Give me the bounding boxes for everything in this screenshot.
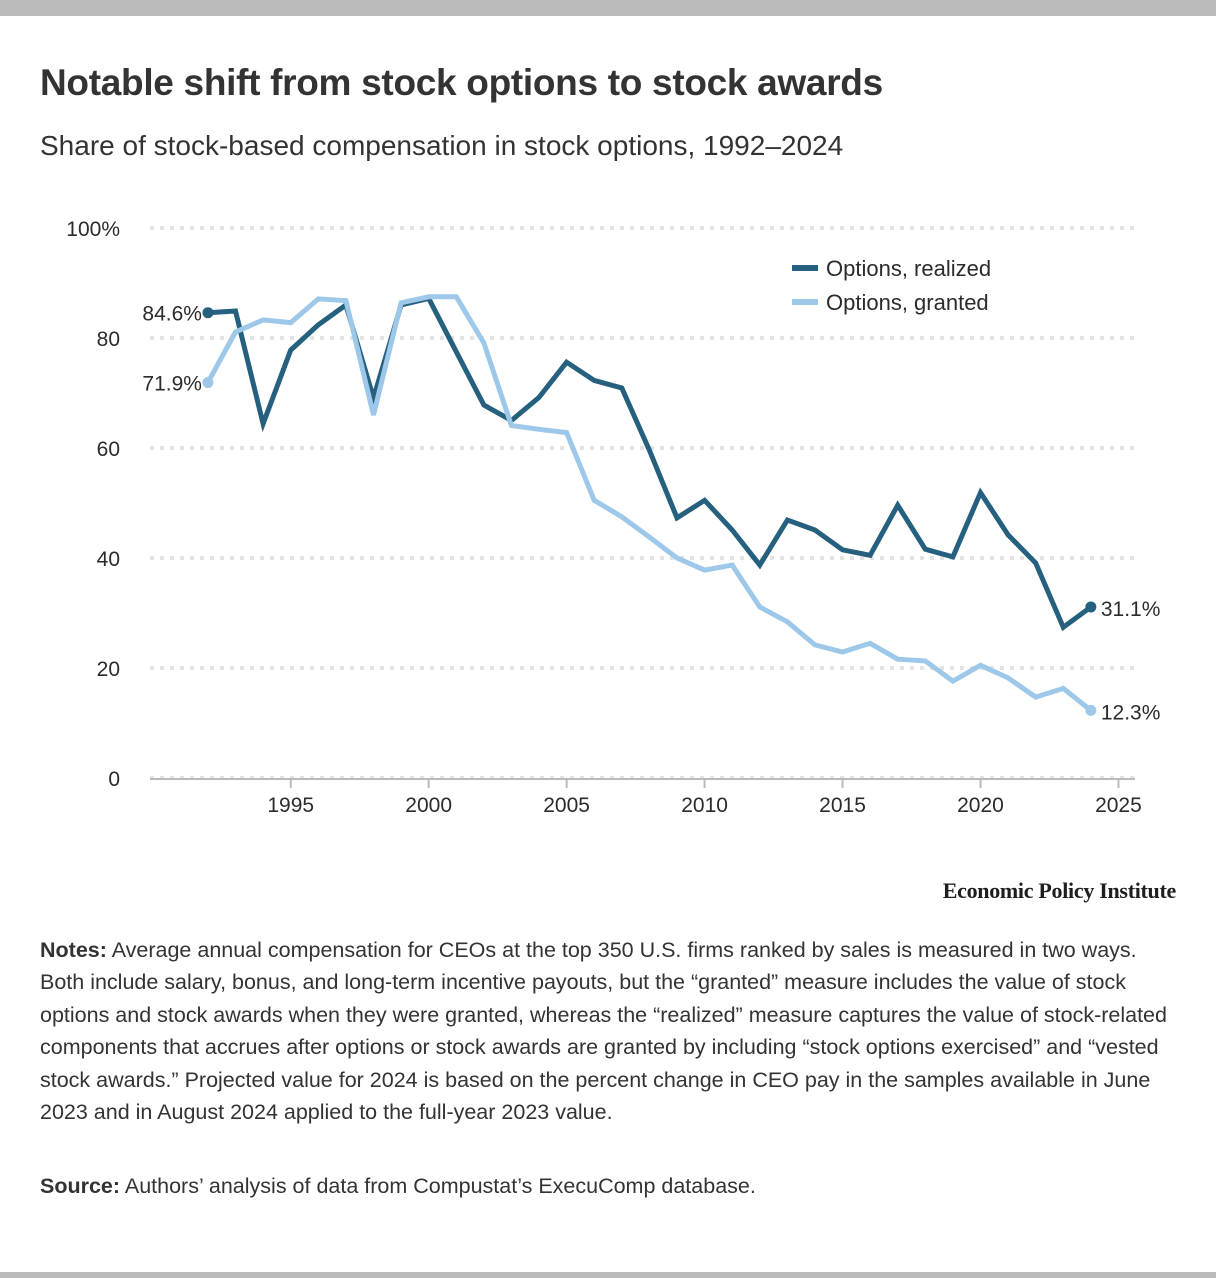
x-tick-label: 1995 xyxy=(267,794,314,817)
source-text: Authors’ analysis of data from Compustat… xyxy=(120,1174,756,1198)
y-tick-label: 40 xyxy=(97,548,120,571)
top-border-bar xyxy=(0,0,1216,16)
end-point-realized xyxy=(1085,601,1097,613)
chart-subtitle: Share of stock-based compensation in sto… xyxy=(40,130,844,161)
y-tick-label: 20 xyxy=(97,658,120,681)
notes-text: Average annual compensation for CEOs at … xyxy=(40,938,1167,1125)
x-tick-label: 2000 xyxy=(405,794,452,817)
line-chart: 0 20 40 60 80 100% 1995 2000 2005 2010 2015 2020 20… xyxy=(66,218,1160,817)
notes-label: Notes: xyxy=(40,938,107,962)
attribution-logo: Economic Policy Institute xyxy=(942,878,1177,903)
bottom-border-bar xyxy=(0,1272,1216,1278)
x-tick-label: 2010 xyxy=(681,794,728,817)
end-point-granted xyxy=(1085,704,1097,716)
source: Source: Authors’ analysis of data from C… xyxy=(40,1170,1180,1202)
end-label-realized: 31.1% xyxy=(1101,598,1161,621)
x-tick-label: 2020 xyxy=(957,794,1004,817)
y-tick-label: 0 xyxy=(108,768,120,791)
legend-item-realized: Options, realized xyxy=(792,256,991,281)
series xyxy=(202,294,1097,716)
chart-title: Notable shift from stock options to stoc… xyxy=(40,62,883,103)
legend-swatch-granted xyxy=(792,299,818,305)
y-tick-label: 100% xyxy=(66,218,120,241)
legend-swatch-realized xyxy=(792,265,818,271)
start-label-realized: 84.6% xyxy=(142,303,202,326)
y-tick-label: 60 xyxy=(97,438,120,461)
endpoint-labels: 84.6% 31.1% 71.9% 12.3% xyxy=(142,303,1160,725)
y-tick-label: 80 xyxy=(97,328,120,351)
legend-label-granted: Options, granted xyxy=(826,290,989,315)
x-tick-label: 2015 xyxy=(819,794,866,817)
notes: Notes: Average annual compensation for C… xyxy=(40,934,1180,1128)
y-axis: 0 20 40 60 80 100% xyxy=(66,218,120,791)
legend-item-granted: Options, granted xyxy=(792,290,989,315)
end-label-granted: 12.3% xyxy=(1101,701,1161,724)
legend: Options, realized Options, granted xyxy=(792,256,991,315)
x-tick-label: 2025 xyxy=(1095,794,1142,817)
source-label: Source: xyxy=(40,1174,121,1198)
legend-label-realized: Options, realized xyxy=(826,256,991,281)
start-label-granted: 71.9% xyxy=(142,373,202,396)
x-axis: 1995 2000 2005 2010 2015 2020 2025 xyxy=(150,778,1142,817)
series-line-granted xyxy=(205,294,1093,713)
start-point-granted xyxy=(202,377,214,389)
start-point-realized xyxy=(202,307,214,319)
series-line-realized xyxy=(207,295,1093,632)
x-tick-label: 2005 xyxy=(543,794,590,817)
